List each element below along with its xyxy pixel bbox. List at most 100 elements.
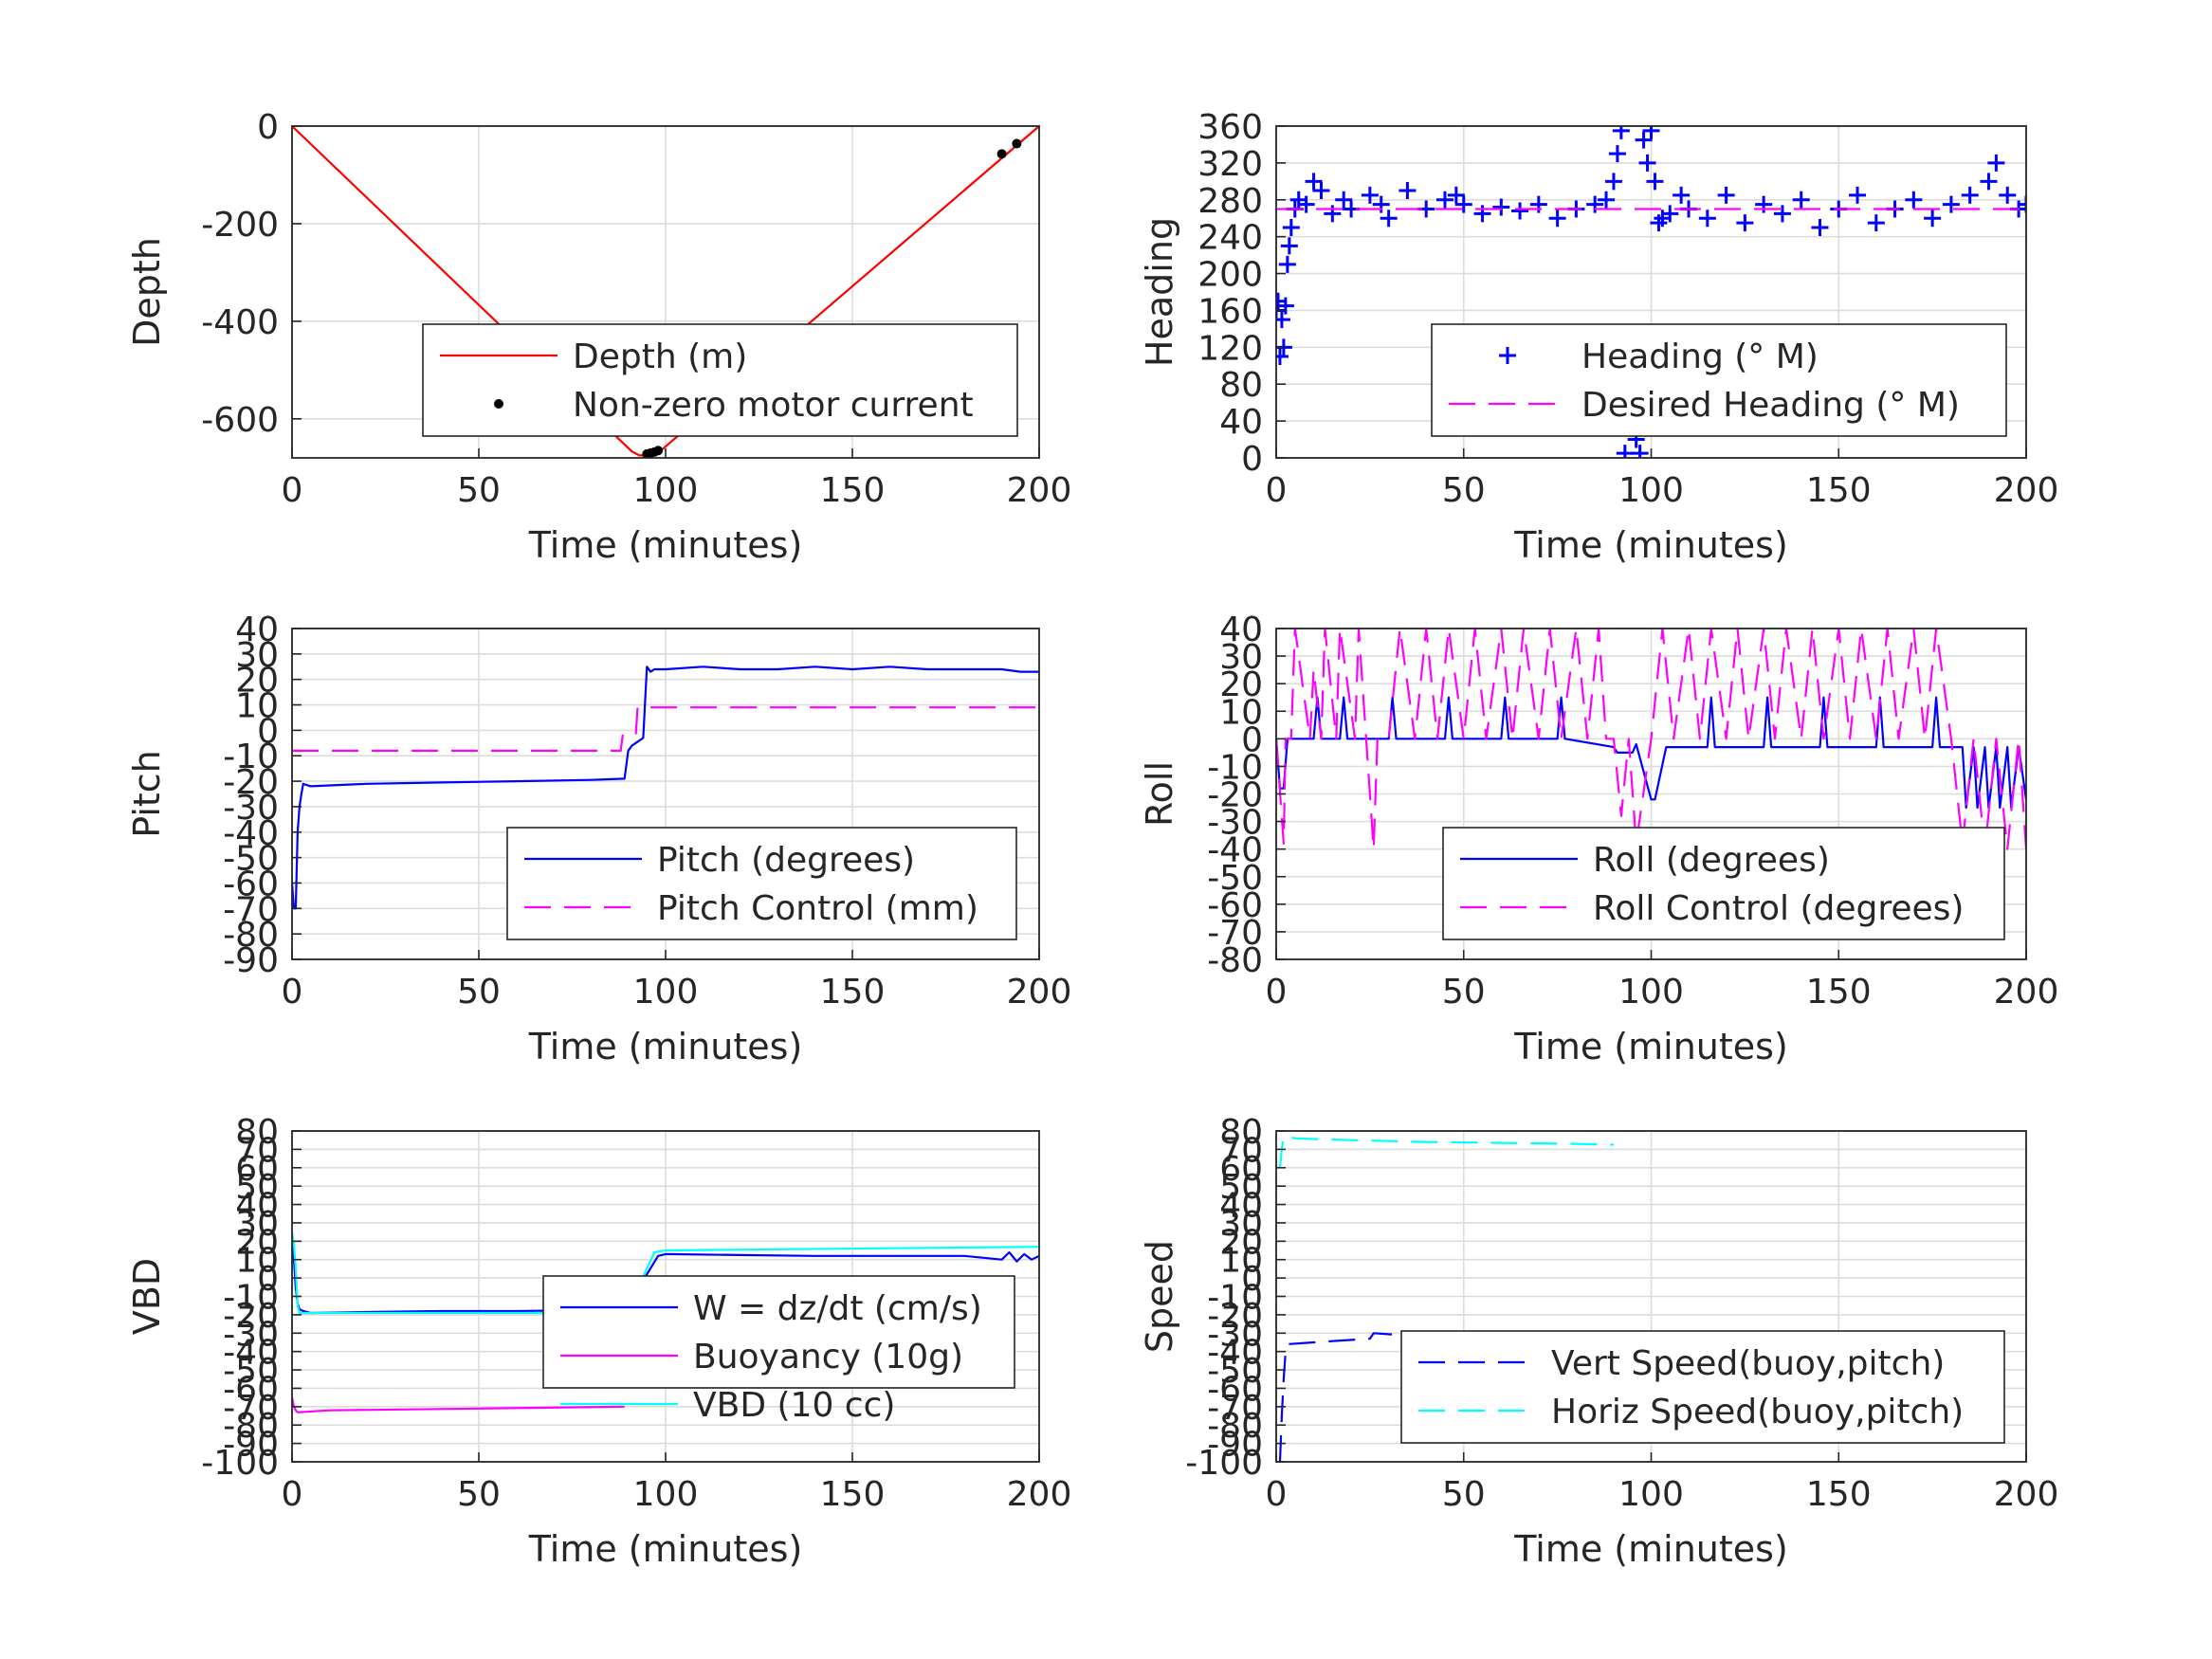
y-tick-label: 120	[1197, 329, 1263, 368]
x-axis-label: Time (minutes)	[528, 524, 803, 566]
y-tick-label: -40	[223, 814, 279, 853]
series-heading-0-point	[1792, 191, 1810, 209]
y-tick-label: -100	[1185, 1444, 1263, 1483]
series-heading-0-point	[1736, 214, 1754, 232]
y-tick-label: -30	[1207, 804, 1263, 843]
series-heading-0-point	[1698, 210, 1716, 228]
x-axis-label: Time (minutes)	[1513, 1026, 1788, 1067]
y-tick-label: 50	[1219, 1168, 1263, 1207]
series-heading-0-point	[1635, 131, 1653, 149]
y-tick-label: 80	[235, 1113, 279, 1152]
y-tick-label: -20	[1207, 776, 1263, 815]
y-tick-label: -200	[201, 206, 279, 245]
y-tick-label: 0	[257, 108, 279, 147]
series-heading-0-point	[1773, 205, 1791, 223]
chart-speed: 0 50 100 150 20080706050403020100-10-20-30-4…	[1139, 1113, 2058, 1570]
chart-heading: 0 50 100 150 20004080120160200240280320360Ti…	[1139, 108, 2058, 566]
y-tick-label: 280	[1197, 182, 1263, 221]
series-heading-0-point	[1604, 173, 1622, 191]
y-tick-label: 160	[1197, 292, 1263, 331]
legend-entry-label: Pitch Control (mm)	[657, 889, 978, 928]
series-heading-0-point	[1673, 186, 1691, 204]
series-heading-0-point	[1586, 195, 1604, 213]
x-tick-label: 0	[282, 471, 303, 510]
legend-entry-label: Buoyancy (10g)	[693, 1338, 963, 1376]
data-layer	[292, 665, 1039, 910]
x-tick-label: 150	[1806, 1475, 1872, 1514]
y-tick-label: 30	[1219, 1205, 1263, 1244]
legend-entry-label: Pitch (degrees)	[657, 841, 915, 880]
x-tick-label: 200	[1007, 471, 1072, 510]
series-heading-0-point	[1511, 202, 1529, 220]
series-heading-0-point	[1276, 311, 1290, 329]
y-axis-label: VBD	[126, 1258, 168, 1335]
legend-box	[506, 827, 1017, 940]
x-tick-label: 200	[1994, 1475, 2059, 1514]
y-tick-label: -10	[223, 1279, 279, 1318]
series-heading-0-point	[2018, 195, 2026, 213]
y-tick-label: 0	[1241, 720, 1263, 759]
x-tick-label: 0	[1266, 973, 1288, 1012]
y-tick-label: 0	[257, 712, 279, 751]
legend-entry-label: VBD (10 cc)	[693, 1386, 895, 1425]
y-tick-label: 60	[235, 1150, 279, 1189]
series-heading-0-point	[1473, 205, 1491, 223]
legend-box	[542, 1275, 1015, 1389]
series-depth-1-point	[653, 446, 664, 456]
legend-entry-label: Roll (degrees)	[1593, 841, 1830, 880]
y-tick-label: 40	[1219, 1187, 1263, 1226]
legend-entry-label: Vert Speed(buoy,pitch)	[1551, 1344, 1945, 1383]
series-pitch-0-line	[292, 665, 1039, 910]
x-tick-label: 100	[633, 973, 699, 1012]
legend-entry-label: Depth (m)	[573, 337, 747, 376]
y-tick-label: 10	[235, 687, 279, 726]
series-heading-0-point	[1642, 126, 1660, 139]
y-tick-label: -10	[1207, 1279, 1263, 1318]
legend: Heading (° M) Desired Heading (° M)	[1431, 323, 2007, 437]
data-layer	[292, 126, 1039, 458]
series-heading-0-point	[1980, 173, 1998, 191]
y-tick-label: -60	[223, 1370, 279, 1409]
series-heading-0-point	[1905, 191, 1923, 209]
y-tick-label: 10	[1219, 693, 1263, 732]
y-tick-label: -90	[223, 941, 279, 980]
series-heading-0-point	[1811, 218, 1829, 236]
y-tick-label: -10	[1207, 748, 1263, 787]
series-heading-0-point	[1661, 205, 1679, 223]
series-speed-1-line	[1278, 1135, 1615, 1168]
data-layer	[1278, 1135, 1615, 1462]
legend: W = dz/dt (cm/s) Buoyancy (10g) VBD (10 cc…	[542, 1275, 1015, 1425]
series-heading-0-point	[1435, 191, 1453, 209]
y-tick-label: -80	[1207, 941, 1263, 980]
series-heading-0-point	[1276, 297, 1294, 315]
series-pitch-1-line	[292, 706, 1039, 753]
y-tick-label: -70	[1207, 914, 1263, 953]
y-tick-label: 0	[1241, 1260, 1263, 1299]
chart-pitch: 0 50 100 150 200403020100-10-20-30-40-50-60-…	[126, 611, 1071, 1067]
series-heading-0-point	[1867, 214, 1885, 232]
x-tick-label: 50	[457, 973, 501, 1012]
legend-entry-label: Non-zero motor current	[573, 386, 974, 425]
series-heading-0-point	[1646, 173, 1664, 191]
series-heading-0-point	[1548, 210, 1566, 228]
y-tick-label: -30	[223, 1315, 279, 1354]
series-heading-0-point	[1305, 173, 1323, 191]
x-tick-label: 100	[1618, 973, 1684, 1012]
y-tick-label: 240	[1197, 219, 1263, 258]
legend: Vert Speed(buoy,pitch) Horiz Speed(buoy,p…	[1400, 1330, 2005, 1444]
y-tick-label: -80	[1207, 1407, 1263, 1446]
y-axis-label: Depth	[126, 237, 168, 347]
series-heading-0-point	[1297, 195, 1315, 213]
x-tick-label: 50	[457, 1475, 501, 1514]
data-layer	[1276, 126, 2026, 458]
y-tick-label: -70	[223, 1389, 279, 1428]
series-roll-1-line	[1276, 629, 2026, 850]
x-tick-label: 150	[1806, 973, 1872, 1012]
y-tick-label: -40	[223, 1334, 279, 1373]
x-tick-label: 50	[1442, 1475, 1486, 1514]
series-heading-0-point	[1608, 145, 1626, 163]
series-heading-0-point	[1999, 186, 2017, 204]
y-tick-label: -40	[1207, 1334, 1263, 1373]
legend-swatch	[494, 399, 503, 409]
legend-entry-label: Desired Heading (° M)	[1581, 386, 1960, 425]
